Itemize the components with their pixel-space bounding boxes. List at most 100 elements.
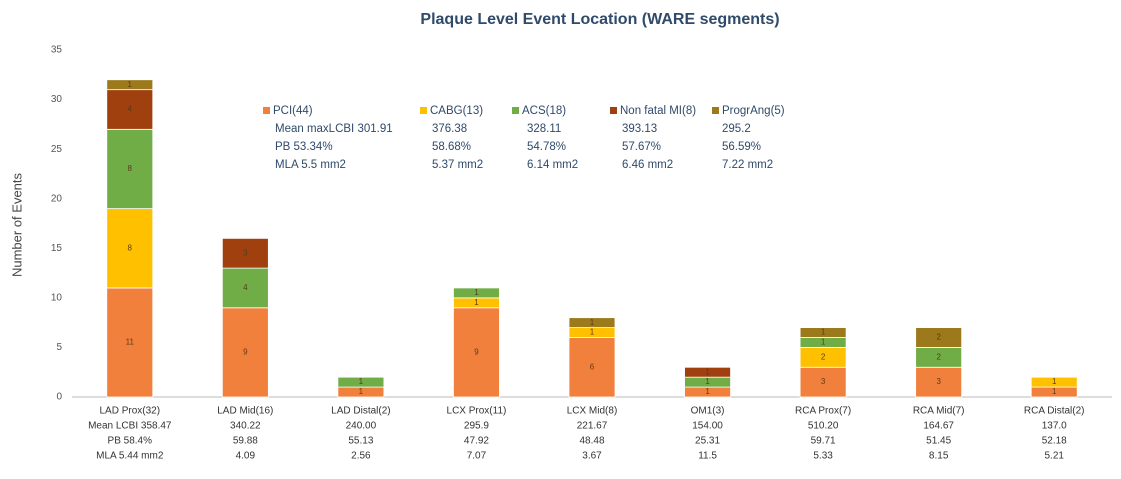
data-label: 8	[128, 243, 133, 252]
legend-swatch	[263, 107, 270, 114]
x-tick-label: OM1(3)	[691, 406, 725, 417]
category-detail: 510.20	[808, 421, 839, 432]
chart-title: Plaque Level Event Location (WARE segmen…	[420, 11, 779, 28]
legend-detail: 54.78%	[527, 141, 566, 153]
y-tick-label: 15	[51, 243, 63, 254]
category-detail: PB 58.4%	[108, 436, 153, 447]
category-detail: 25.31	[695, 436, 720, 447]
bar-segment	[915, 327, 963, 348]
y-tick-label: 30	[51, 94, 63, 105]
legend-detail: 57.67%	[622, 141, 661, 153]
legend-detail: 328.11	[527, 123, 561, 135]
bar-segment	[799, 327, 847, 338]
y-tick-label: 25	[51, 144, 63, 155]
data-label: 1	[359, 387, 364, 396]
bar-segment	[568, 337, 616, 398]
data-label: 1	[821, 328, 826, 337]
category-detail: Mean LCBI 358.47	[88, 421, 172, 432]
legend-label: Non fatal MI(8)	[620, 105, 696, 117]
x-tick-label: LCX Prox(11)	[447, 406, 507, 417]
data-label: 1	[705, 377, 710, 386]
bar-segment	[1030, 376, 1078, 388]
bar-segment	[106, 208, 154, 289]
category-detail: 48.48	[579, 436, 604, 447]
data-label: 9	[474, 347, 479, 356]
category-detail: 164.67	[923, 421, 954, 432]
data-label: 2	[821, 352, 826, 361]
x-tick-label: LAD Prox(32)	[99, 406, 160, 417]
legend-detail: 295.2	[722, 123, 751, 135]
category-detail: 7.07	[467, 451, 487, 462]
legend-label: PCI(44)	[273, 105, 313, 117]
category-detail: 47.92	[464, 436, 489, 447]
category-detail: 5.33	[813, 451, 833, 462]
category-detail: 3.67	[582, 451, 602, 462]
bar-segment	[568, 317, 616, 328]
data-label: 1	[1052, 377, 1057, 386]
category-detail: 11.5	[698, 451, 717, 462]
legend-swatch	[610, 107, 617, 114]
bar-segment	[106, 89, 154, 130]
bar-segment	[684, 366, 731, 378]
category-detail: 295.9	[464, 421, 489, 432]
data-label: 1	[705, 387, 710, 396]
category-detail: 52.18	[1042, 436, 1067, 447]
legend-label: ACS(18)	[522, 105, 566, 117]
data-label: 1	[590, 318, 595, 327]
legend-detail: 7.22 mm2	[722, 159, 773, 171]
legend-detail: Mean maxLCBI 301.91	[275, 123, 393, 135]
x-tick-label: LCX Mid(8)	[567, 406, 618, 417]
category-detail: 59.71	[811, 436, 836, 447]
category-detail: 154.00	[692, 421, 723, 432]
legend-swatch	[420, 107, 427, 114]
data-label: 1	[821, 338, 826, 347]
bar-segment	[799, 366, 847, 398]
legend-swatch	[712, 107, 719, 114]
data-label: 2	[936, 352, 941, 361]
y-tick-label: 10	[51, 292, 63, 303]
data-label: 4	[243, 283, 248, 292]
legend-detail: 58.68%	[432, 141, 471, 153]
category-detail: 51.45	[926, 436, 951, 447]
category-detail: 221.67	[577, 421, 608, 432]
x-tick-label: LAD Mid(16)	[217, 406, 273, 417]
y-tick-label: 5	[56, 342, 62, 353]
category-detail: 340.22	[230, 421, 261, 432]
category-detail: 4.09	[236, 451, 256, 462]
bar-segment	[106, 287, 154, 398]
category-detail: 8.15	[929, 451, 949, 462]
x-tick-label: RCA Prox(7)	[795, 406, 851, 417]
legend-detail: 6.46 mm2	[622, 159, 673, 171]
data-label: 3	[243, 248, 248, 257]
bar-segment	[337, 376, 385, 388]
data-label: 1	[1052, 387, 1057, 396]
legend-detail: 5.37 mm2	[432, 159, 483, 171]
data-label: 6	[590, 362, 595, 371]
data-label: 9	[243, 347, 248, 356]
legend-detail: MLA 5.5 mm2	[275, 159, 346, 171]
x-tick-label: RCA Mid(7)	[913, 406, 965, 417]
category-detail: 59.88	[233, 436, 258, 447]
data-label: 2	[936, 333, 941, 342]
bar-segment	[453, 287, 500, 299]
y-tick-label: 0	[56, 392, 62, 403]
legend-detail: 376.38	[432, 123, 467, 135]
data-label: 1	[359, 377, 364, 386]
legend-label: ProgrAng(5)	[722, 105, 785, 117]
data-label: 1	[474, 298, 479, 307]
legend-swatch	[512, 107, 519, 114]
category-detail: 240.00	[346, 421, 377, 432]
data-label: 1	[590, 328, 595, 337]
y-axis-label: Number of Events	[9, 172, 24, 277]
category-detail: 2.56	[351, 451, 371, 462]
category-detail: 137.0	[1042, 421, 1067, 432]
x-tick-label: LAD Distal(2)	[331, 406, 390, 417]
bar-segment	[221, 307, 269, 398]
legend-detail: PB 53.34%	[275, 141, 333, 153]
legend-detail: 56.59%	[722, 141, 761, 153]
bar-segment	[221, 267, 269, 309]
x-tick-label: RCA Distal(2)	[1024, 406, 1085, 417]
bar-segment	[221, 237, 269, 269]
y-tick-label: 20	[51, 193, 63, 204]
